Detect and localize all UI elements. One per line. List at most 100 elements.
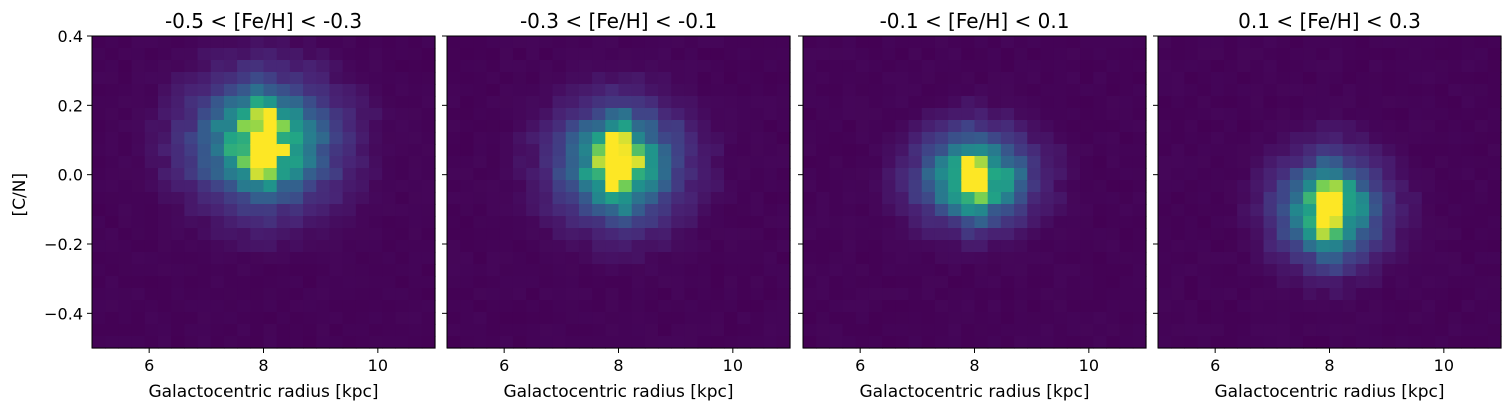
heatmap-cell [303,204,317,217]
heatmap-cell [1106,108,1121,121]
heatmap-cell [934,228,949,241]
heatmap-cell [803,60,817,73]
heatmap-cell [552,252,567,265]
heatmap-cell [1197,180,1212,193]
heatmap-cell [1435,336,1449,349]
heatmap-cell [1093,84,1108,97]
heatmap-cell [1461,324,1476,337]
heatmap-cell [750,264,765,277]
heatmap-cell [1053,300,1068,313]
heatmap-cell [908,204,923,217]
heatmap-cell [144,288,159,301]
heatmap-cell [631,228,646,241]
heatmap-cell [1014,120,1028,133]
heatmap-cell [1408,120,1423,133]
heatmap-cell [1408,216,1423,229]
heatmap-cell [526,288,540,301]
heatmap-cell [460,168,474,181]
heatmap-cell [1237,168,1251,181]
heatmap-cell [1276,336,1291,349]
heatmap-cell [303,216,317,229]
heatmap-cell [1119,84,1134,97]
heatmap-cell [342,60,357,73]
heatmap-cell [724,36,738,49]
heatmap-cell [131,204,146,217]
heatmap-cell [724,84,738,97]
heatmap-cell [250,132,265,145]
heatmap-cell [316,264,331,277]
y-axis-label: [C/N] [10,173,30,217]
heatmap-cell [382,84,397,97]
heatmap-cell [395,216,410,229]
heatmap-cell [460,108,474,121]
heatmap-cell [210,276,225,289]
heatmap-cell [1276,264,1291,277]
heatmap-cell [157,180,172,193]
heatmap-cell [829,264,844,277]
heatmap-cell [131,168,146,181]
heatmap-cell [934,264,949,277]
heatmap-cell [1158,72,1172,85]
heatmap-cell [974,108,989,121]
heatmap-cell [329,228,344,241]
heatmap-cell [1040,156,1055,169]
heatmap-cell [895,312,910,325]
heatmap-cell [447,300,461,313]
heatmap-cell [816,204,830,217]
heatmap-cell [1408,96,1423,109]
heatmap-cell [1093,288,1108,301]
heatmap-cell [118,240,133,253]
heatmap-cell [618,336,633,349]
heatmap-cell [447,144,461,157]
heatmap-cell [776,36,791,49]
heatmap-cell [1053,84,1068,97]
heatmap-cell [1448,228,1463,241]
heatmap-cell [1093,300,1108,313]
heatmap-cell [1474,264,1489,277]
heatmap-cell [1093,240,1108,253]
heatmap-cell [1474,144,1489,157]
heatmap-cell [1303,264,1317,277]
heatmap-cell [934,156,949,169]
heatmap-cell [658,300,672,313]
heatmap-cell [460,156,474,169]
heatmap-cell [144,96,159,109]
heatmap-cell [486,312,501,325]
heatmap-cell [421,36,436,49]
heatmap-cell [552,168,567,181]
heatmap-cell [1289,156,1304,169]
heatmap-cell [197,132,212,145]
heatmap-cell [1040,276,1055,289]
heatmap-cell [1066,120,1081,133]
heatmap-cell [1080,132,1094,145]
heatmap-cell [118,132,133,145]
heatmap-cell [157,240,172,253]
heatmap-cell [460,252,474,265]
heatmap-cell [1053,108,1068,121]
heatmap-cell [1119,108,1134,121]
heatmap-cell [1316,84,1331,97]
heatmap-cell [526,336,540,349]
heatmap-cell [1289,252,1304,265]
heatmap-cell [369,300,383,313]
heatmap-cell [421,72,436,85]
heatmap-cell [1342,204,1357,217]
heatmap-cell [1014,60,1028,73]
x-tick-label: 10 [723,356,743,375]
heatmap-cell [118,336,133,349]
heatmap-cell [1289,144,1304,157]
heatmap-cell [1158,300,1172,313]
heatmap-cell [1223,144,1238,157]
heatmap-cell [618,264,633,277]
heatmap-cell [1119,48,1134,61]
heatmap-cell [276,180,291,193]
heatmap-cell [1329,288,1344,301]
heatmap-cell [355,300,370,313]
heatmap-cell [171,324,185,337]
heatmap-cell [408,240,423,253]
heatmap-cell [303,156,317,169]
heatmap-cell [987,168,1002,181]
heatmap-cell [329,168,344,181]
heatmap-cell [1395,312,1410,325]
heatmap-cell [605,120,620,133]
